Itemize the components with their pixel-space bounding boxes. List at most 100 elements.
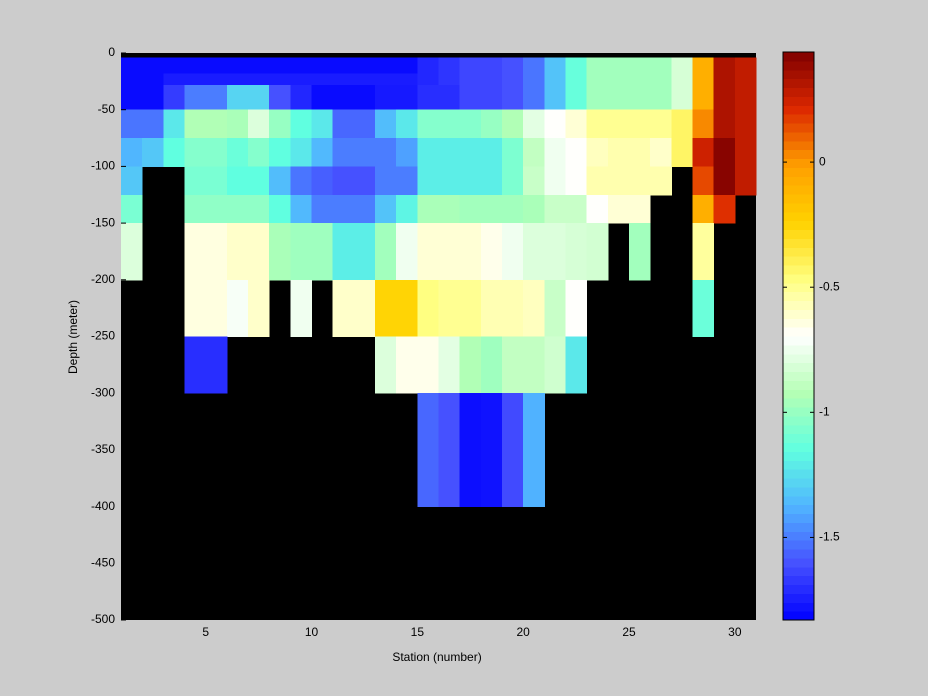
y-tick-label: -500	[91, 612, 115, 626]
cell	[332, 109, 355, 139]
y-tick-label: -50	[98, 102, 116, 116]
cell	[226, 166, 249, 196]
cell	[734, 138, 757, 167]
cell	[734, 73, 757, 86]
cell	[226, 84, 249, 111]
cell	[586, 84, 609, 111]
cell	[671, 73, 693, 86]
cell	[353, 84, 376, 111]
cell	[629, 138, 651, 167]
cell	[523, 138, 545, 167]
cell	[248, 279, 270, 337]
cell	[353, 166, 376, 196]
cell	[205, 194, 228, 224]
cell	[417, 138, 439, 167]
colorbar-band	[783, 114, 814, 124]
cell	[184, 109, 207, 139]
cell	[226, 223, 249, 281]
cell	[375, 166, 397, 196]
cell	[459, 336, 482, 394]
cell	[353, 73, 376, 86]
cell	[565, 279, 588, 337]
cell	[459, 194, 482, 224]
colorbar-band	[783, 309, 814, 319]
cell	[269, 73, 291, 86]
cell	[502, 166, 524, 196]
cell	[396, 194, 418, 224]
cell	[417, 279, 439, 337]
cell	[523, 194, 545, 224]
cell	[184, 223, 207, 281]
cell	[480, 336, 503, 394]
colorbar-band	[783, 52, 814, 62]
cell	[523, 279, 545, 337]
cell	[163, 84, 185, 111]
cell	[121, 138, 143, 167]
colorbar-band	[783, 247, 814, 257]
cell	[205, 73, 228, 86]
cell	[671, 84, 693, 111]
cell	[248, 166, 270, 196]
cell	[502, 109, 524, 139]
cell	[226, 138, 249, 167]
x-tick-label: 15	[411, 625, 425, 639]
cell	[713, 166, 736, 196]
cell	[734, 166, 757, 196]
cell	[438, 166, 461, 196]
y-tick-label: -300	[91, 385, 115, 399]
cell	[290, 109, 312, 139]
cell	[311, 223, 334, 281]
cell	[396, 279, 418, 337]
cell	[205, 223, 228, 281]
colorbar-band	[783, 176, 814, 186]
cell	[375, 73, 397, 86]
cell	[692, 73, 715, 86]
cell	[269, 194, 291, 224]
cell	[438, 336, 461, 394]
cell	[607, 109, 630, 139]
colorbar-band	[783, 611, 814, 621]
cell	[205, 109, 228, 139]
cell	[142, 138, 164, 167]
cell	[671, 109, 693, 139]
y-tick-label: -150	[91, 215, 115, 229]
cell	[480, 57, 503, 74]
cell	[692, 109, 715, 139]
cell	[544, 194, 566, 224]
cell	[586, 223, 609, 281]
cell	[332, 166, 355, 196]
cell	[629, 73, 651, 86]
cell	[269, 84, 291, 111]
colorbar-band	[783, 380, 814, 390]
cell	[417, 336, 439, 394]
colorbar-band	[783, 531, 814, 541]
cell	[205, 166, 228, 196]
colorbar-band	[783, 433, 814, 443]
cell	[121, 223, 143, 281]
cell	[692, 57, 715, 74]
cell	[290, 166, 312, 196]
cell	[184, 73, 207, 86]
colorbar-band	[783, 78, 814, 88]
colorbar-band	[783, 593, 814, 603]
cell	[417, 84, 439, 111]
cell	[692, 223, 715, 281]
y-tick-label: 0	[108, 45, 115, 59]
colorbar-band	[783, 549, 814, 559]
cell	[311, 57, 334, 74]
cell	[226, 194, 249, 224]
cell	[396, 336, 418, 394]
cell	[184, 336, 207, 394]
cell	[290, 279, 312, 337]
colorbar-band	[783, 540, 814, 550]
cell	[417, 73, 439, 86]
cell	[459, 223, 482, 281]
cell	[121, 109, 143, 139]
cell	[417, 393, 439, 508]
cell	[629, 194, 651, 224]
cell	[311, 166, 334, 196]
cell	[502, 194, 524, 224]
cell	[375, 336, 397, 394]
